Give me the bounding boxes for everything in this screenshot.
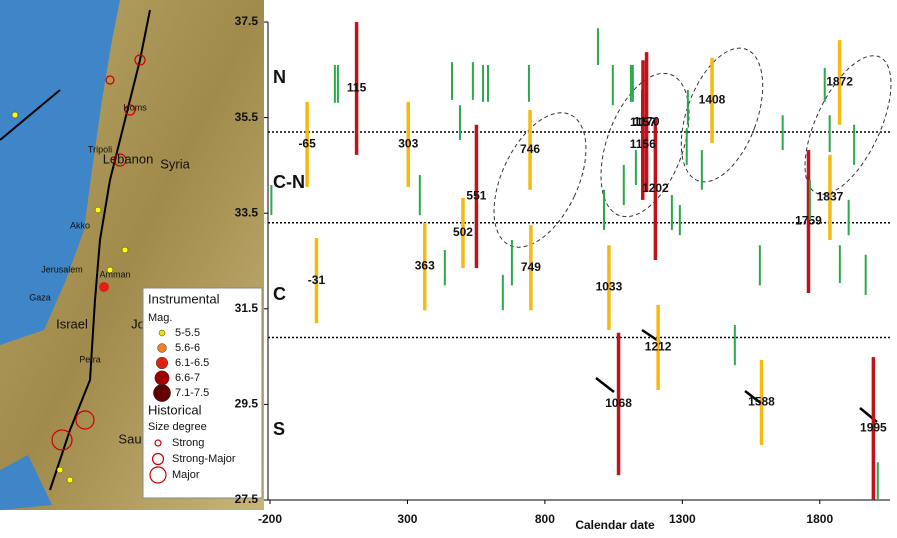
place-label: Homs [123,102,147,112]
event-year-label: 1068 [605,396,632,410]
place-label: Akko [70,220,90,230]
place-label: Petra [79,354,101,364]
place-label: Gaza [29,292,51,302]
legend-label: 6.1-6.5 [175,357,209,369]
legend-label: Strong [172,437,204,449]
y-tick-label: 27.5 [235,492,259,506]
zone-label: C-N [273,172,305,192]
legend-subtitle: Mag. [148,312,172,324]
zone-label: S [273,419,285,439]
event-year-label: 363 [415,259,435,273]
event-year-label: 1759 [795,214,822,228]
event-year-label: 746 [520,142,540,156]
event-year-label: 1872 [826,75,853,89]
cluster-ellipse [475,99,605,262]
cluster-ellipse [787,44,897,207]
event-year-label: 551 [466,189,486,203]
legend: Instrumental Mag.5-5.5 5.6-6 6.1-6.5 6.6-7 7.… [143,288,262,498]
place-label: Amman [99,269,130,279]
legend-label: 6.6-7 [175,372,200,384]
x-tick-label: 1300 [669,512,696,526]
event-year-label: 1995 [860,421,887,435]
plot: Calendar date 27.5 29.5 31.5 33.5 35.5 37.5 -2… [235,14,897,532]
event-year-label: 303 [398,137,418,151]
event-year-label: 115 [347,81,367,95]
event-year-label: -31 [308,273,326,287]
y-tick-label: 35.5 [235,110,259,124]
legend-marker [159,330,165,336]
legend-marker [156,357,168,369]
y-tick-label: 31.5 [235,301,259,315]
legend-title: Historical [148,402,202,417]
legend-label: Major [172,469,200,481]
event-year-label: 1033 [596,280,623,294]
y-tick-label: 29.5 [235,397,259,411]
epicenter [99,282,109,292]
arrows [596,330,877,422]
x-axis-label: Calendar date [575,518,655,532]
legend-marker [153,384,170,401]
place-label: Sau [118,431,141,446]
legend-subtitle: Size degree [148,421,207,433]
legend-marker [158,344,167,353]
legend-marker [155,371,169,385]
x-tick-label: 800 [535,512,555,526]
event-year-label: 1588 [748,395,775,409]
legend-title: Instrumental [148,291,220,306]
x-tick-label: 300 [397,512,417,526]
event-year-label: 1170 [634,114,660,128]
place-label: Tripoli [88,144,112,154]
zone-label: C [273,284,286,304]
place-label: Israel [56,316,88,331]
event-year-label: 1156 [630,137,656,151]
place-label: Syria [160,156,190,171]
event-year-label: -65 [298,137,316,151]
y-tick-label: 33.5 [235,205,259,219]
event-year-label: 1837 [817,190,844,204]
legend-label: 5.6-6 [175,342,200,354]
y-tick-label: 37.5 [235,14,259,28]
event-year-label: 502 [453,225,473,239]
place-label: Jerusalem [41,264,83,274]
cluster-ellipse [665,37,779,192]
legend-label: 5-5.5 [175,327,200,339]
x-tick-label: 1800 [806,512,833,526]
page: SyriaLebanonIsraelJoSauTripoliHomsAkkoGa… [0,0,897,533]
event-year-label: 1202 [642,181,669,195]
event-year-label: 1212 [645,340,672,354]
zone-label: N [273,67,286,87]
event-year-label: 749 [521,260,541,274]
event-year-label: 1408 [699,93,726,107]
legend-label: 7.1-7.5 [175,387,209,399]
legend-label: Strong-Major [172,453,236,465]
x-tick-label: -200 [258,512,282,526]
